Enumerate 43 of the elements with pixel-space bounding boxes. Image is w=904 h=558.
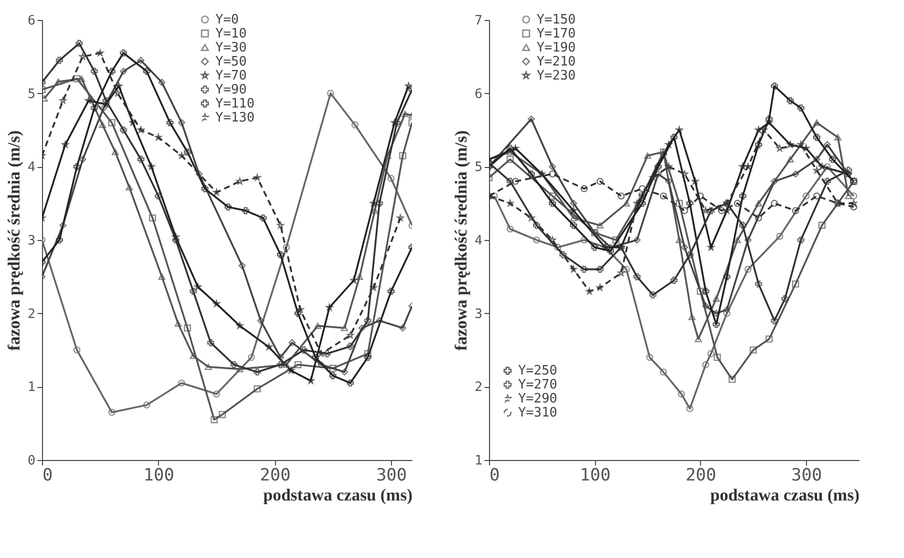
legend-label: Y=30	[215, 40, 247, 56]
x-axis-title: podstawa czasu (ms)	[263, 486, 412, 504]
x-tick-label: 200	[260, 466, 291, 486]
legend-label: Y=10	[215, 26, 247, 42]
legend-label: Y=130	[215, 110, 255, 126]
x-tick-label: 100	[143, 466, 174, 486]
y-axis-title: fazowa prędkość średnia (m/s)	[452, 130, 471, 351]
y-tick-label: 4	[28, 160, 36, 176]
x-tick-label: 200	[686, 466, 716, 486]
y-tick-label: 5	[474, 160, 482, 176]
legend-label: Y=170	[536, 26, 576, 42]
x-tick-label: 300	[791, 466, 822, 486]
x-tick-label: 100	[580, 466, 611, 486]
y-axis-title: fazowa prędkość średnia (m/s)	[4, 130, 24, 351]
y-tick-label: 2	[474, 380, 482, 396]
legend-label: Y=310	[518, 406, 558, 421]
legend-label: Y=0	[215, 12, 239, 28]
y-tick-label: 6	[28, 14, 36, 28]
legend-label: Y=290	[518, 392, 558, 407]
legend-label: Y=50	[215, 54, 247, 70]
x-tick-label: 300	[376, 466, 407, 486]
legend-label: Y=210	[536, 54, 576, 70]
y-tick-label: 7	[474, 14, 482, 28]
legend-label: Y=190	[536, 40, 576, 56]
x-tick-label: 0	[42, 466, 53, 486]
legend-label: Y=150	[536, 12, 576, 28]
legend-label: Y=90	[215, 82, 247, 98]
y-tick-label: 1	[28, 380, 36, 396]
x-axis-title: podstawa czasu (ms)	[710, 486, 860, 504]
y-tick-label: 1	[474, 454, 482, 468]
y-tick-label: 3	[28, 234, 36, 248]
y-tick-label: 3	[474, 306, 482, 322]
legend-label: Y=70	[215, 68, 247, 84]
legend-label: Y=230	[536, 68, 576, 84]
y-tick-label: 4	[474, 234, 483, 248]
legend-label: Y=110	[215, 96, 255, 112]
y-tick-label: 0	[28, 454, 36, 468]
legend-label: Y=250	[518, 364, 558, 379]
y-tick-label: 2	[28, 306, 36, 322]
x-tick-label: 0	[490, 466, 500, 486]
y-tick-label: 5	[28, 86, 36, 102]
y-tick-label: 6	[474, 86, 482, 102]
legend-label: Y=270	[518, 378, 558, 393]
